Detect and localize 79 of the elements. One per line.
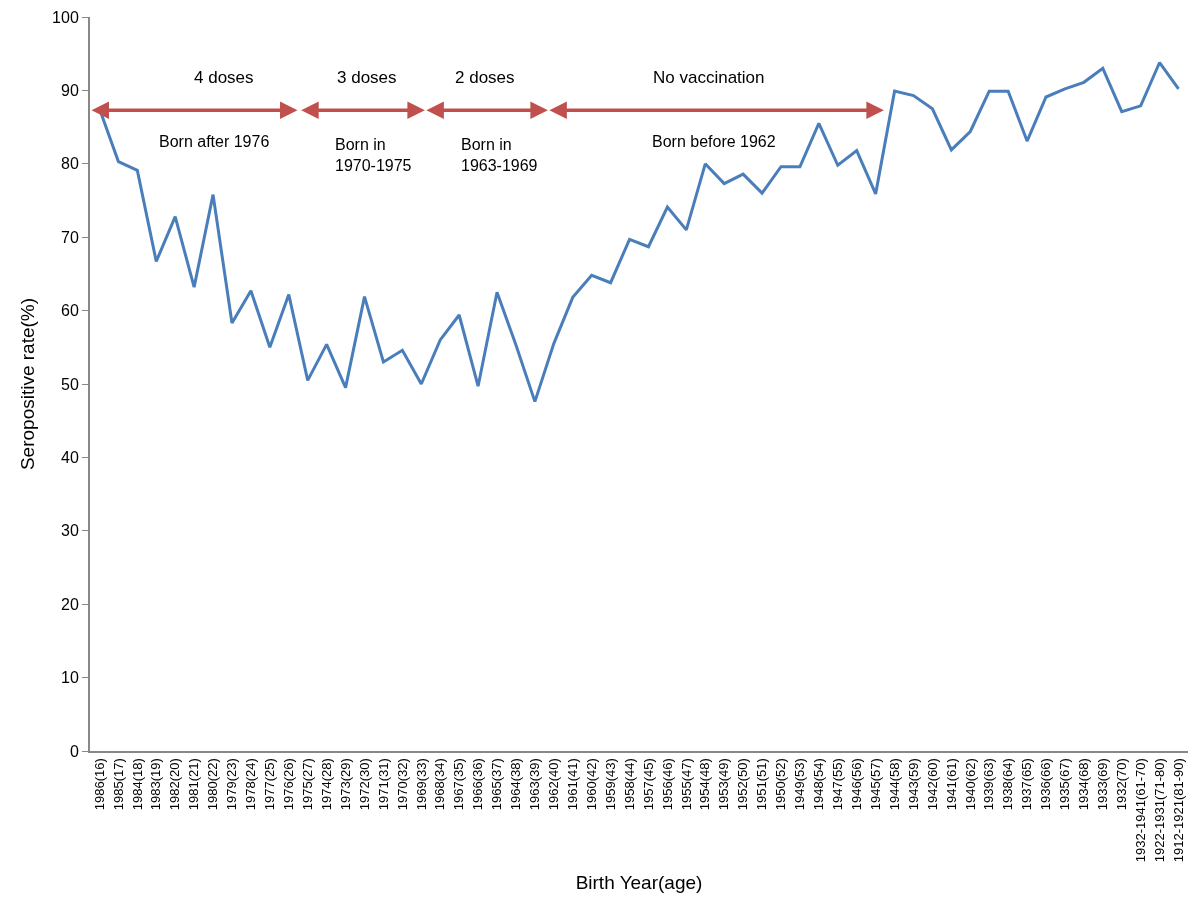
y-axis-title: Seropositive rate(%) (17, 297, 39, 471)
x-tick-label: 1964(38) (508, 758, 524, 811)
x-tick-label: 1951(51) (754, 758, 770, 811)
x-tick-label: 1934(68) (1076, 758, 1092, 811)
x-tick-label: 1922-1931(71-80) (1151, 758, 1167, 863)
annotation: 3 doses (337, 68, 397, 87)
annotation: Born before 1962 (652, 133, 776, 150)
x-tick-label: 1961(41) (564, 758, 580, 811)
x-tick-label: 1974(28) (318, 758, 334, 811)
y-tick-label: 20 (61, 595, 79, 613)
x-tick-label: 1944(58) (886, 758, 902, 811)
x-tick-label: 1966(36) (470, 758, 486, 811)
x-tick-label: 1969(33) (413, 758, 429, 811)
x-tick-label: 1978(24) (243, 758, 259, 811)
x-tick-label: 1979(23) (224, 758, 240, 811)
x-tick-label: 1983(19) (148, 758, 164, 811)
x-tick-label: 1975(27) (299, 758, 315, 811)
x-tick-label: 1940(62) (962, 758, 978, 811)
x-tick-label: 1962(40) (546, 758, 562, 811)
x-tick-label: 1938(64) (1000, 758, 1016, 811)
x-tick-label: 1977(25) (262, 758, 278, 811)
x-tick-label: 1935(67) (1057, 758, 1073, 811)
x-tick-label: 1933(69) (1095, 758, 1111, 811)
x-tick-label: 1950(52) (773, 758, 789, 811)
annotation: Born after 1976 (159, 133, 270, 150)
y-tick-label: 80 (61, 155, 79, 173)
annotation: Born in 1963-1969 (461, 136, 538, 174)
x-tick-label: 1980(22) (205, 758, 221, 811)
x-tick-label: 1973(29) (337, 758, 353, 811)
x-tick-label: 1947(55) (830, 758, 846, 811)
annotation: Born in 1970-1975 (335, 136, 412, 174)
y-tick-label: 100 (52, 8, 79, 26)
y-tick-label: 60 (61, 302, 79, 320)
x-tick-label: 1956(46) (659, 758, 675, 811)
x-tick-label: 1985(17) (110, 758, 126, 811)
x-tick-label: 1967(35) (451, 758, 467, 811)
x-tick-label: 1960(42) (583, 758, 599, 811)
x-tick-label: 1912-1921(81-90) (1170, 758, 1186, 863)
x-tick-label: 1957(45) (640, 758, 656, 811)
annotation: No vaccination (653, 68, 765, 87)
x-tick-label: 1946(56) (848, 758, 864, 811)
x-tick-label: 1954(48) (697, 758, 713, 811)
x-tick-label: 1970(32) (394, 758, 410, 811)
x-tick-label: 1939(63) (981, 758, 997, 811)
x-tick-label: 1942(60) (924, 758, 940, 811)
x-tick-label: 1943(59) (905, 758, 921, 811)
x-tick-label: 1958(44) (621, 758, 637, 811)
x-tick-label: 1963(39) (527, 758, 543, 811)
y-tick-label: 10 (61, 669, 79, 687)
x-tick-label: 1953(49) (716, 758, 732, 811)
x-tick-label: 1955(47) (678, 758, 694, 811)
y-tick-label: 70 (61, 228, 79, 246)
x-tick-label: 1936(66) (1038, 758, 1054, 811)
x-tick-label: 1949(53) (792, 758, 808, 811)
x-tick-label: 1965(37) (489, 758, 505, 811)
y-tick-label: 30 (61, 522, 79, 540)
x-axis-title: Birth Year(age) (575, 871, 703, 893)
x-tick-label: 1968(34) (432, 758, 448, 811)
x-tick-label: 1932-1941(61-70) (1132, 758, 1148, 863)
x-tick-label: 1972(30) (356, 758, 372, 811)
x-tick-label: 1986(16) (91, 758, 107, 811)
y-tick-label: 90 (61, 82, 79, 99)
x-tick-label: 1937(65) (1019, 758, 1035, 811)
x-tick-label: 1981(21) (186, 758, 202, 811)
x-tick-label: 1948(54) (811, 758, 827, 811)
x-tick-label: 1952(50) (735, 758, 751, 811)
x-tick-label: 1984(18) (129, 758, 145, 811)
x-tick-label: 1982(20) (167, 758, 183, 811)
annotation: 2 doses (455, 68, 515, 87)
x-tick-label: 1959(43) (602, 758, 618, 811)
x-tick-label: 1976(26) (281, 758, 297, 811)
x-tick-label: 1971(31) (375, 758, 391, 811)
x-tick-label: 1945(57) (867, 758, 883, 811)
y-tick-label: 50 (61, 375, 79, 393)
annotation: 4 doses (194, 68, 254, 87)
y-tick-label: 40 (61, 449, 79, 466)
x-tick-label: 1932(70) (1113, 758, 1129, 811)
x-tick-label: 1941(61) (943, 758, 959, 811)
y-tick-label: 0 (69, 742, 79, 760)
